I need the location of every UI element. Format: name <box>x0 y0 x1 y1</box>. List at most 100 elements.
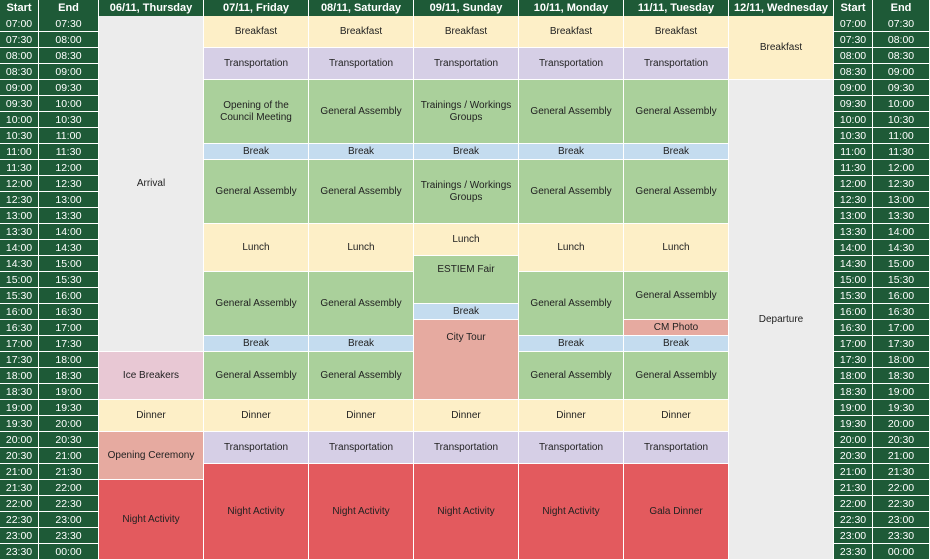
event-session: General Assembly <box>204 272 309 336</box>
header-end: End <box>39 0 99 16</box>
time-start-cell: 12:30 <box>0 192 39 208</box>
time-end-cell-right: 07:30 <box>873 16 930 32</box>
time-start-cell-right: 09:30 <box>834 96 873 112</box>
time-end-cell-right: 15:00 <box>873 256 930 272</box>
event-night: Night Activity <box>414 464 519 560</box>
time-end-cell-right: 18:00 <box>873 352 930 368</box>
event-session: General Assembly <box>309 160 414 224</box>
time-end-cell: 23:30 <box>39 528 99 544</box>
event-transport: Transportation <box>519 48 624 80</box>
event-citytour: City Tour <box>414 320 519 400</box>
time-start-cell-right: 15:00 <box>834 272 873 288</box>
time-end-cell-right: 22:30 <box>873 496 930 512</box>
time-end-cell: 15:00 <box>39 256 99 272</box>
time-start-cell-right: 18:30 <box>834 384 873 400</box>
time-start-cell: 23:30 <box>0 544 39 560</box>
event-night: Night Activity <box>99 480 204 560</box>
time-end-cell-right: 21:30 <box>873 464 930 480</box>
time-start-cell: 11:00 <box>0 144 39 160</box>
time-end-cell: 17:30 <box>39 336 99 352</box>
time-end-cell: 08:00 <box>39 32 99 48</box>
time-start-cell: 20:00 <box>0 432 39 448</box>
event-breakfast: Breakfast <box>414 16 519 48</box>
time-start-cell: 09:00 <box>0 80 39 96</box>
time-start-cell-right: 13:00 <box>834 208 873 224</box>
time-end-cell-right: 19:00 <box>873 384 930 400</box>
event-session: General Assembly <box>519 80 624 144</box>
time-end-cell-right: 17:00 <box>873 320 930 336</box>
time-start-cell-right: 11:00 <box>834 144 873 160</box>
time-start-cell: 14:00 <box>0 240 39 256</box>
time-end-cell-right: 13:00 <box>873 192 930 208</box>
time-end-cell: 09:00 <box>39 64 99 80</box>
time-start-cell: 19:00 <box>0 400 39 416</box>
time-start-cell-right: 15:30 <box>834 288 873 304</box>
event-session: General Assembly <box>204 352 309 400</box>
event-session: Trainings / Workings Groups <box>414 160 519 224</box>
event-session: General Assembly <box>624 80 729 144</box>
time-end-cell: 00:00 <box>39 544 99 560</box>
time-start-cell: 17:30 <box>0 352 39 368</box>
event-ceremony: Opening Ceremony <box>99 432 204 480</box>
time-end-cell-right: 22:00 <box>873 480 930 496</box>
event-transport: Transportation <box>309 432 414 464</box>
time-end-cell: 12:00 <box>39 160 99 176</box>
event-dinner: Dinner <box>519 400 624 432</box>
time-start-cell: 23:00 <box>0 528 39 544</box>
event-breakfast: Breakfast <box>309 16 414 48</box>
event-session: General Assembly <box>519 352 624 400</box>
time-end-cell: 12:30 <box>39 176 99 192</box>
event-lunch: Lunch <box>624 224 729 272</box>
time-end-cell: 10:00 <box>39 96 99 112</box>
time-start-cell: 11:30 <box>0 160 39 176</box>
time-start-cell: 16:30 <box>0 320 39 336</box>
event-session: ESTIEM Fair <box>414 256 519 304</box>
time-start-cell: 13:30 <box>0 224 39 240</box>
time-end-cell-right: 12:30 <box>873 176 930 192</box>
time-end-cell: 13:00 <box>39 192 99 208</box>
event-break: Break <box>309 144 414 160</box>
time-end-cell-right: 13:30 <box>873 208 930 224</box>
event-break: Break <box>414 144 519 160</box>
time-start-cell-right: 12:30 <box>834 192 873 208</box>
time-end-cell: 13:30 <box>39 208 99 224</box>
event-transport: Transportation <box>519 432 624 464</box>
event-transport: Transportation <box>204 48 309 80</box>
event-session: General Assembly <box>519 160 624 224</box>
event-transport: Transportation <box>414 48 519 80</box>
event-session: General Assembly <box>309 272 414 336</box>
time-start-cell: 22:00 <box>0 496 39 512</box>
event-session: General Assembly <box>309 352 414 400</box>
time-start-cell: 07:30 <box>0 32 39 48</box>
event-break: Break <box>519 144 624 160</box>
time-start-cell-right: 20:30 <box>834 448 873 464</box>
time-end-cell-right: 23:00 <box>873 512 930 528</box>
time-end-cell-right: 21:00 <box>873 448 930 464</box>
event-dinner: Dinner <box>624 400 729 432</box>
event-session: General Assembly <box>519 272 624 336</box>
header-start: Start <box>0 0 39 16</box>
event-dinner: Dinner <box>309 400 414 432</box>
event-travel: Departure <box>729 80 834 560</box>
time-end-cell: 10:30 <box>39 112 99 128</box>
event-breakfast: Breakfast <box>624 16 729 48</box>
event-break: Break <box>624 336 729 352</box>
time-end-cell-right: 20:00 <box>873 416 930 432</box>
event-lunch: Lunch <box>414 224 519 256</box>
time-start-cell-right: 21:30 <box>834 480 873 496</box>
time-start-cell: 22:30 <box>0 512 39 528</box>
event-break: Break <box>414 304 519 320</box>
event-transport: Transportation <box>624 432 729 464</box>
time-start-cell-right: 09:00 <box>834 80 873 96</box>
time-end-cell: 08:30 <box>39 48 99 64</box>
time-start-cell: 10:30 <box>0 128 39 144</box>
time-start-cell-right: 17:30 <box>834 352 873 368</box>
time-start-cell-right: 23:30 <box>834 544 873 560</box>
time-start-cell-right: 07:00 <box>834 16 873 32</box>
time-start-cell-right: 08:30 <box>834 64 873 80</box>
header-day-1: 07/11, Friday <box>204 0 309 16</box>
event-night: Night Activity <box>519 464 624 560</box>
time-end-cell: 20:00 <box>39 416 99 432</box>
event-breakfast: Breakfast <box>204 16 309 48</box>
